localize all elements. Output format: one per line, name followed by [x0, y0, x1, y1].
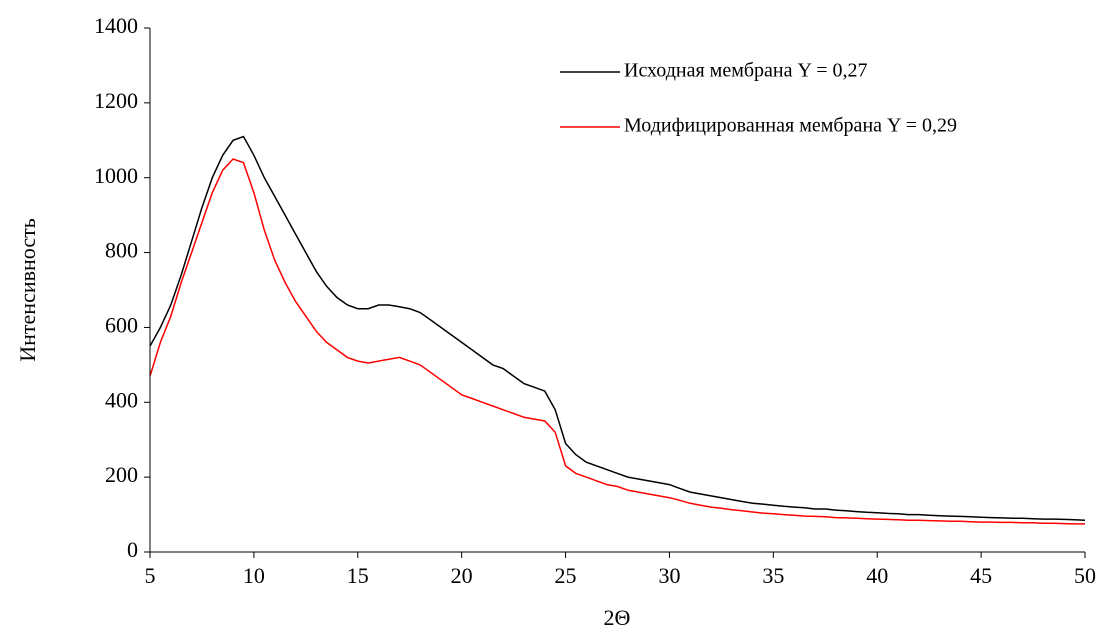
- y-tick-label: 1000: [94, 163, 138, 188]
- legend-label: Исходная мембрана Y = 0,27: [624, 60, 867, 82]
- data-line: [149, 135, 1086, 521]
- y-tick-label: 0: [127, 537, 138, 562]
- data-line: [149, 158, 1085, 525]
- x-tick-label: 40: [866, 563, 888, 588]
- x-tick-label: 15: [347, 563, 369, 588]
- y-tick-label: 200: [105, 462, 138, 487]
- y-axis-label: Интенсивность: [15, 218, 40, 361]
- x-tick-label: 20: [451, 563, 473, 588]
- x-tick-label: 5: [145, 563, 156, 588]
- x-tick-label: 10: [243, 563, 265, 588]
- y-tick-label: 1200: [94, 88, 138, 113]
- y-tick-label: 1400: [94, 13, 138, 38]
- legend-label: Модифицированная мембрана Y = 0,29: [624, 115, 957, 137]
- y-tick-label: 400: [105, 387, 138, 412]
- x-tick-label: 25: [555, 563, 577, 588]
- x-tick-label: 35: [762, 563, 784, 588]
- x-tick-label: 45: [970, 563, 992, 588]
- x-tick-label: 50: [1074, 563, 1096, 588]
- y-tick-label: 800: [105, 238, 138, 263]
- x-tick-label: 30: [658, 563, 680, 588]
- x-axis-label: 2Θ: [604, 605, 631, 630]
- y-tick-label: 600: [105, 312, 138, 337]
